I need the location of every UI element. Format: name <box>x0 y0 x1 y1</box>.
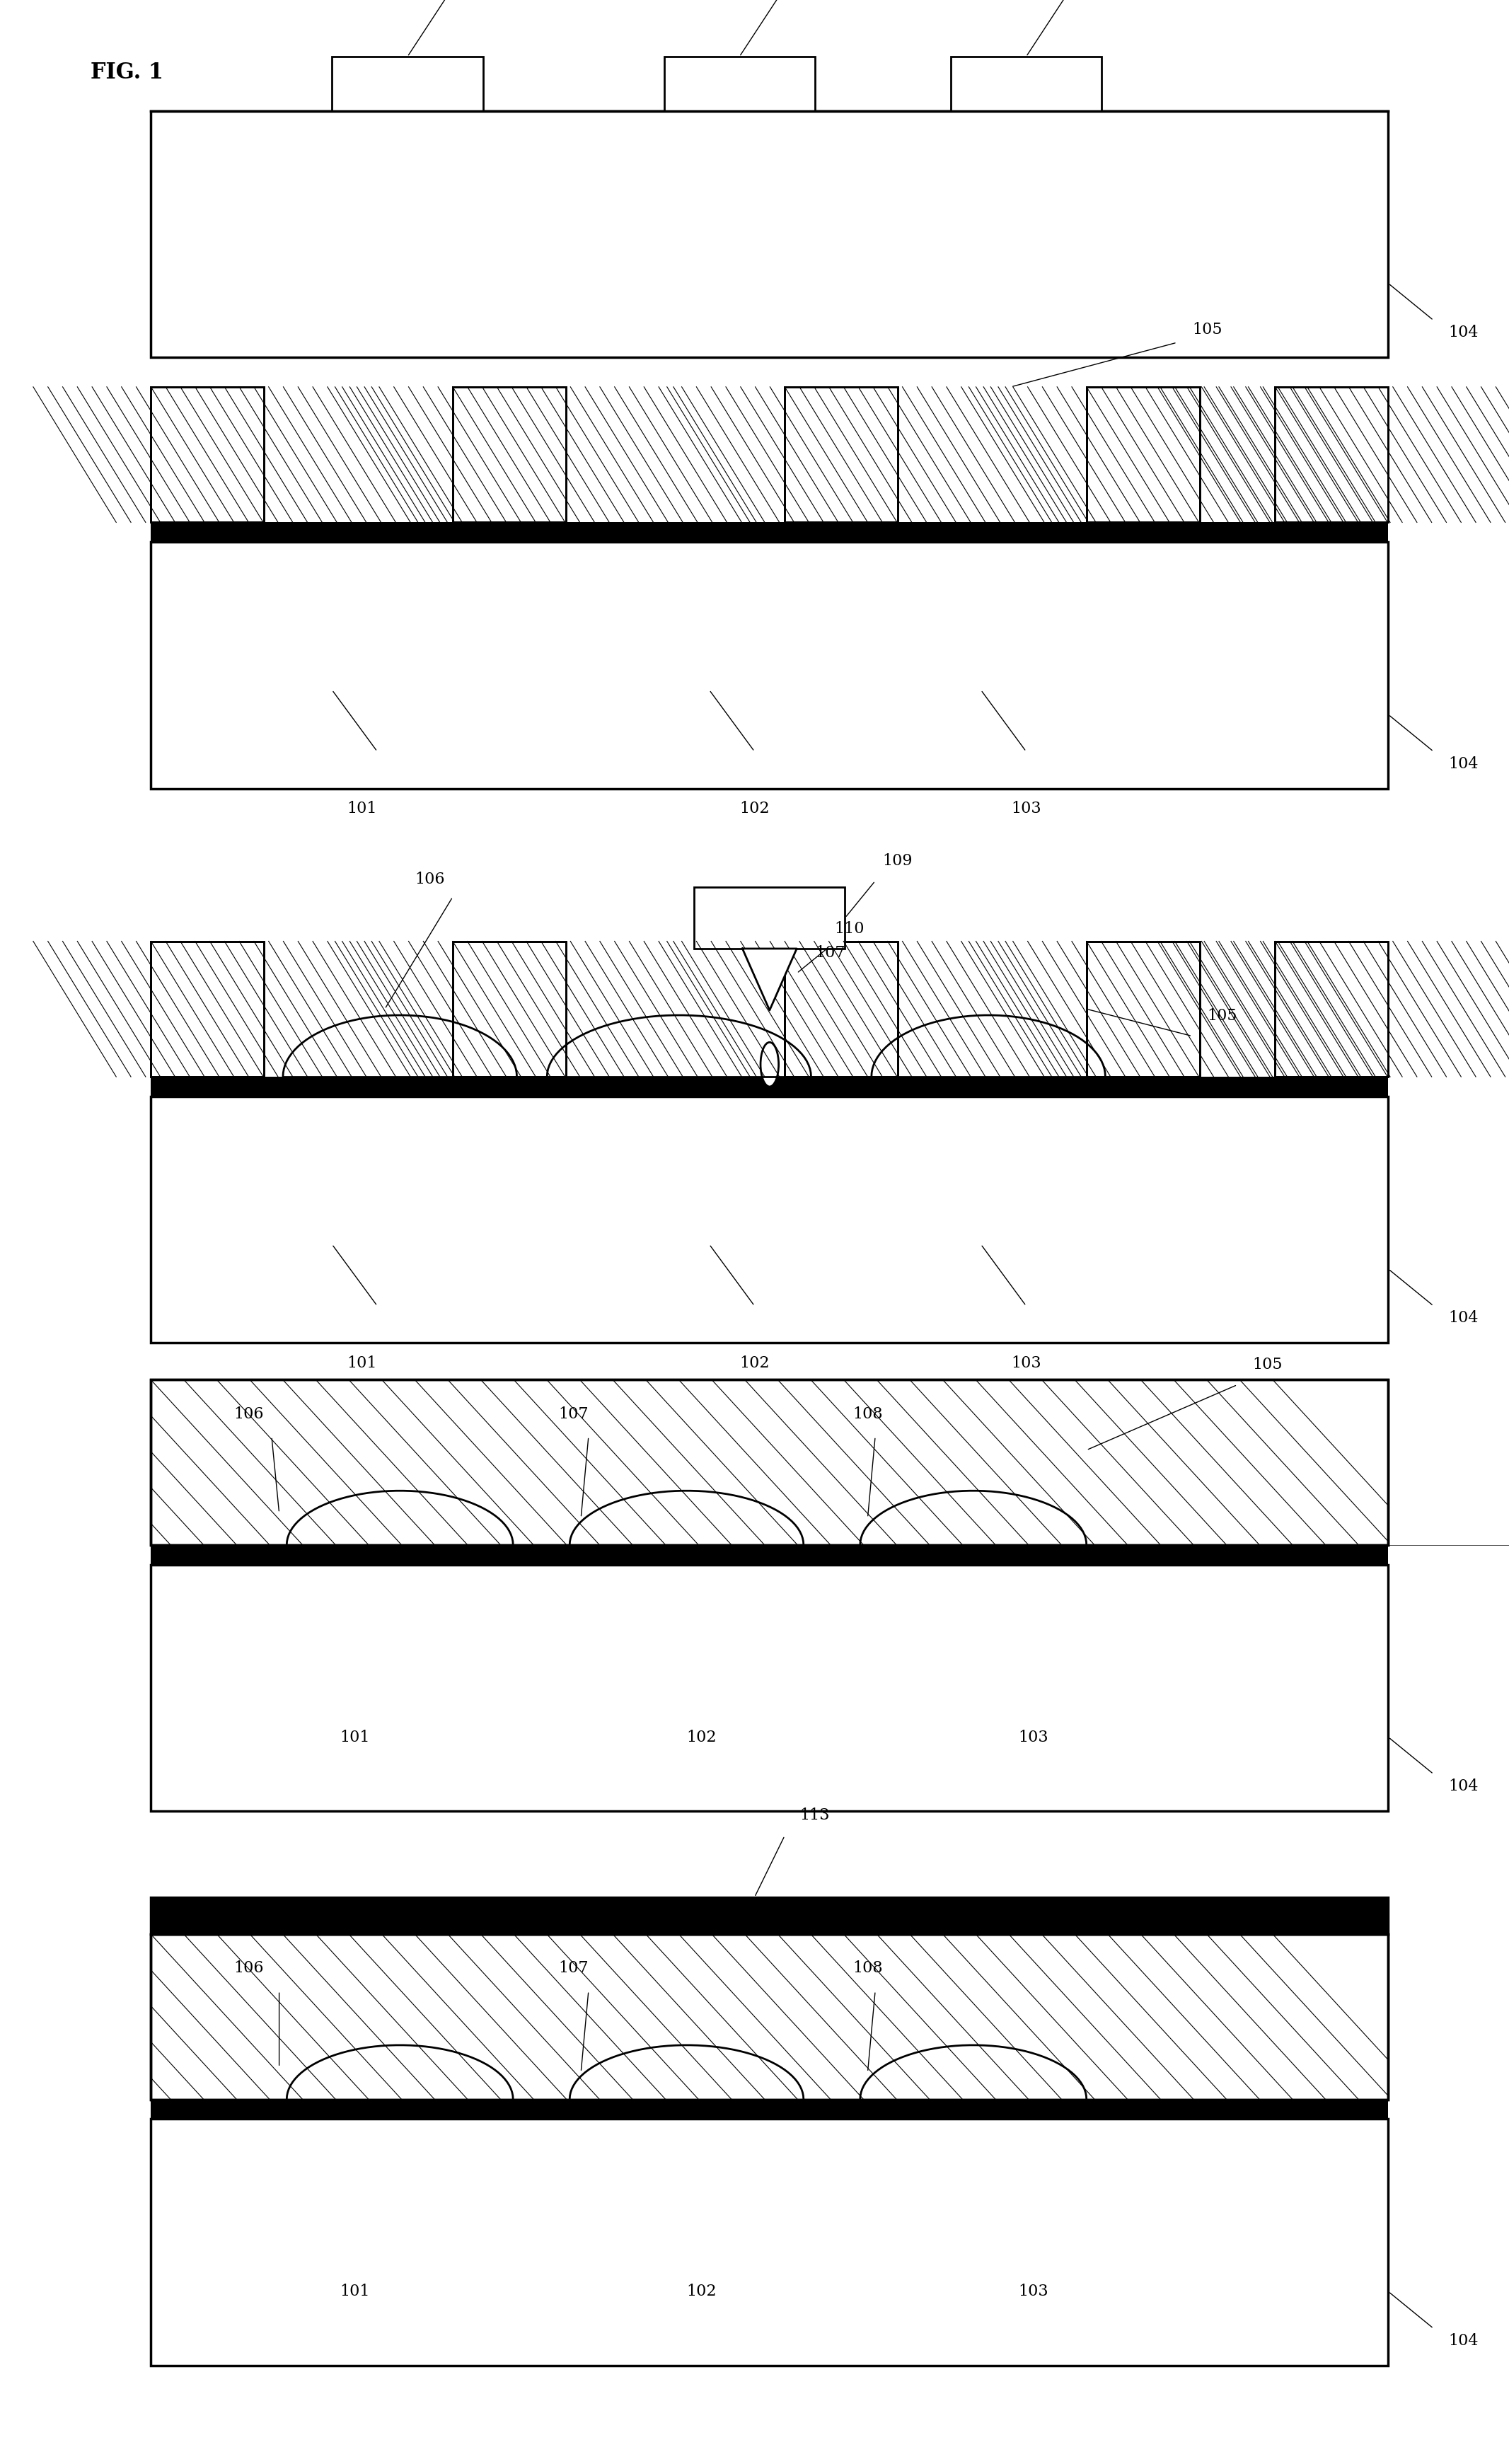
Text: 102: 102 <box>739 801 770 816</box>
Bar <box>1086 941 1200 1077</box>
Bar <box>785 941 898 1077</box>
Bar <box>151 1897 1388 1934</box>
Bar <box>332 57 483 111</box>
Text: 106: 106 <box>234 1407 264 1422</box>
Bar <box>151 522 1388 542</box>
Bar <box>785 387 898 522</box>
Bar <box>453 941 566 1077</box>
Text: 101: 101 <box>347 1355 377 1370</box>
Text: 102: 102 <box>687 1730 717 1745</box>
Bar <box>151 1934 1388 2099</box>
Text: 113: 113 <box>800 1809 830 1823</box>
Polygon shape <box>742 949 797 1010</box>
Text: 103: 103 <box>1019 1730 1049 1745</box>
Text: 101: 101 <box>347 801 377 816</box>
Bar <box>151 2119 1388 2365</box>
Bar <box>1086 387 1200 522</box>
Text: 106: 106 <box>234 1961 264 1976</box>
Text: 103: 103 <box>1011 1355 1041 1370</box>
Text: 107: 107 <box>558 1407 589 1422</box>
Text: 104: 104 <box>1449 1779 1479 1794</box>
Bar <box>1086 941 1200 1077</box>
Text: 105: 105 <box>1192 323 1222 338</box>
Text: 101: 101 <box>340 1730 370 1745</box>
Text: 108: 108 <box>853 1961 883 1976</box>
Bar <box>694 887 845 949</box>
Ellipse shape <box>761 1042 779 1087</box>
Text: 105: 105 <box>1252 1358 1283 1372</box>
Bar <box>453 387 566 522</box>
Bar <box>664 57 815 111</box>
Bar <box>151 1565 1388 1811</box>
Bar <box>151 1077 1388 1096</box>
Bar <box>1275 387 1388 522</box>
Text: 104: 104 <box>1449 325 1479 340</box>
Text: 110: 110 <box>834 922 865 936</box>
Text: 103: 103 <box>1019 2284 1049 2299</box>
Text: 108: 108 <box>853 1407 883 1422</box>
Bar <box>151 1380 1388 1545</box>
Bar <box>151 542 1388 788</box>
Bar <box>151 941 264 1077</box>
Bar <box>951 57 1102 111</box>
Text: 107: 107 <box>558 1961 589 1976</box>
Bar <box>151 1934 1388 2099</box>
Text: 102: 102 <box>687 2284 717 2299</box>
Bar <box>151 941 264 1077</box>
Bar <box>785 941 898 1077</box>
Text: 103: 103 <box>1011 801 1041 816</box>
Text: 102: 102 <box>739 1355 770 1370</box>
Bar <box>151 387 264 522</box>
Bar <box>151 387 264 522</box>
Text: 109: 109 <box>883 853 913 870</box>
Bar <box>453 387 566 522</box>
Bar <box>1275 941 1388 1077</box>
Bar <box>151 111 1388 357</box>
Bar <box>151 1096 1388 1343</box>
Text: 107: 107 <box>815 946 845 961</box>
Text: 104: 104 <box>1449 756 1479 771</box>
Bar <box>151 2099 1388 2119</box>
Bar <box>151 1380 1388 1545</box>
Bar <box>453 941 566 1077</box>
Text: 105: 105 <box>1207 1008 1237 1025</box>
Text: 101: 101 <box>340 2284 370 2299</box>
Text: 104: 104 <box>1449 1311 1479 1326</box>
Text: FIG. 1: FIG. 1 <box>91 62 163 84</box>
Text: 104: 104 <box>1449 2333 1479 2348</box>
Text: 106: 106 <box>415 872 445 887</box>
Bar <box>785 387 898 522</box>
Bar <box>1275 941 1388 1077</box>
Bar <box>1086 387 1200 522</box>
Bar <box>1275 387 1388 522</box>
Bar <box>151 1545 1388 1565</box>
